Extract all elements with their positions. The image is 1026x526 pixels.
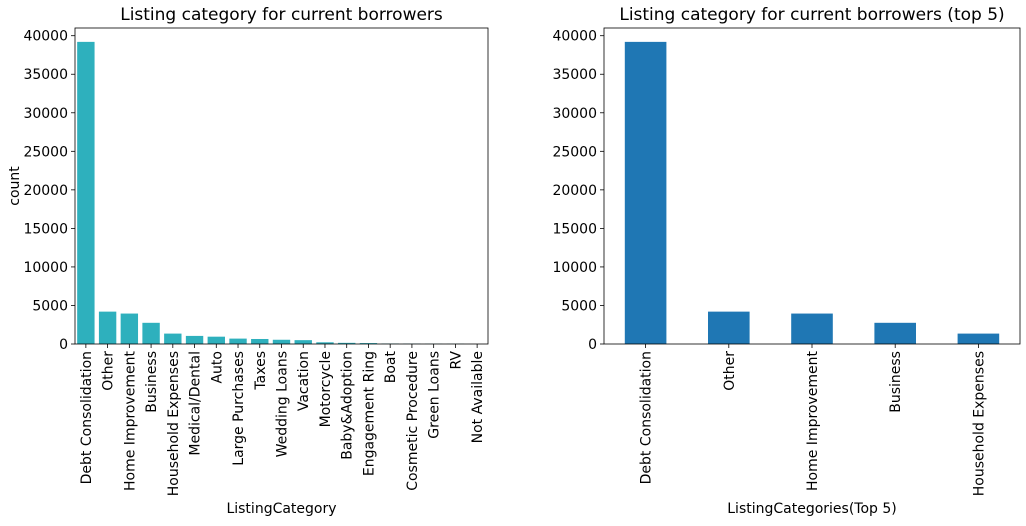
x-tick-label-motorcycle: Motorcycle [318,351,334,427]
x-tick-label-debt-consolidation: Debt Consolidation [639,351,655,484]
plot-frame [75,28,488,344]
x-tick-label-engagement-ring: Engagement Ring [361,351,377,476]
x-tick-label-large-purchases: Large Purchases [231,351,247,466]
y-tick-label: 0 [59,337,68,353]
x-tick-label-rv: RV [448,351,464,370]
bar-business [142,323,159,344]
bar-taxes [251,339,268,344]
y-tick-label: 25000 [552,144,597,160]
chart-title: Listing category for current borrowers [120,5,443,25]
bar-vacation [295,340,312,344]
y-tick-label: 5000 [32,298,68,314]
bar-household-expenses [958,334,1000,344]
x-tick-label-green-loans: Green Loans [427,351,443,439]
y-tick-label: 15000 [23,221,68,237]
x-axis-label: ListingCategory [226,501,336,517]
y-tick-label: 10000 [552,260,597,276]
y-tick-label: 30000 [23,106,68,122]
bar-business [874,323,916,344]
bar-other [708,312,750,344]
bar-medical-dental [186,336,203,344]
bar-other [99,312,116,344]
x-tick-label-household-expenses: Household Expenses [971,351,987,496]
y-tick-label: 30000 [552,106,597,122]
x-tick-label-business: Business [144,351,160,413]
y-tick-label: 20000 [552,183,597,199]
x-axis-label: ListingCategories(Top 5) [727,501,897,517]
y-tick-label: 35000 [23,67,68,83]
chart-panel-2: 0 5000 10000 15000 20000 25000 30000 35000 40000… [552,5,1020,517]
bar-large-purchases [229,339,246,344]
x-tick-label-other: Other [722,351,738,391]
x-tick-label-medical-dental: Medical/Dental [188,351,204,456]
y-tick-label: 40000 [552,29,597,45]
y-tick-label: 5000 [561,298,597,314]
x-tick-label-debt-consolidation: Debt Consolidation [79,351,95,484]
x-tick-label-auto: Auto [209,351,225,384]
bar-home-improvement [121,314,138,344]
x-tick-label-home-improvement: Home Improvement [122,351,138,491]
x-tick-label-business: Business [888,351,904,413]
x-tick-label-boat: Boat [383,351,399,384]
bar-wedding-loans [273,340,290,344]
x-tick-label-household-expenses: Household Expenses [166,351,182,496]
y-tick-label: 10000 [23,260,68,276]
y-tick-label: 35000 [552,67,597,83]
x-tick-label-not-available: Not Available [470,351,486,443]
x-tick-label-taxes: Taxes [253,351,269,391]
x-tick-label-vacation: Vacation [296,351,312,411]
y-tick-label: 20000 [23,183,68,199]
x-tick-label-other: Other [101,351,117,391]
bar-debt-consolidation [77,42,94,344]
y-axis-label: count [7,166,23,206]
y-tick-label: 0 [588,337,597,353]
x-tick-label-baby-adoption: Baby&Adoption [340,351,356,460]
x-tick-label-home-improvement: Home Improvement [805,351,821,491]
y-tick-label: 15000 [552,221,597,237]
bar-home-improvement [791,314,833,344]
bar-auto [208,337,225,344]
bar-household-expenses [164,334,181,344]
bar-debt-consolidation [625,42,667,344]
x-tick-label-wedding-loans: Wedding Loans [275,351,291,457]
y-tick-label: 25000 [23,144,68,160]
chart-title: Listing category for current borrowers (… [619,5,1004,25]
x-tick-label-cosmetic-procedure: Cosmetic Procedure [405,351,421,491]
plot-frame [604,28,1020,344]
y-tick-label: 40000 [23,29,68,45]
chart-panel-1: 0 5000 10000 15000 20000 25000 30000 35000 40000… [7,5,488,517]
